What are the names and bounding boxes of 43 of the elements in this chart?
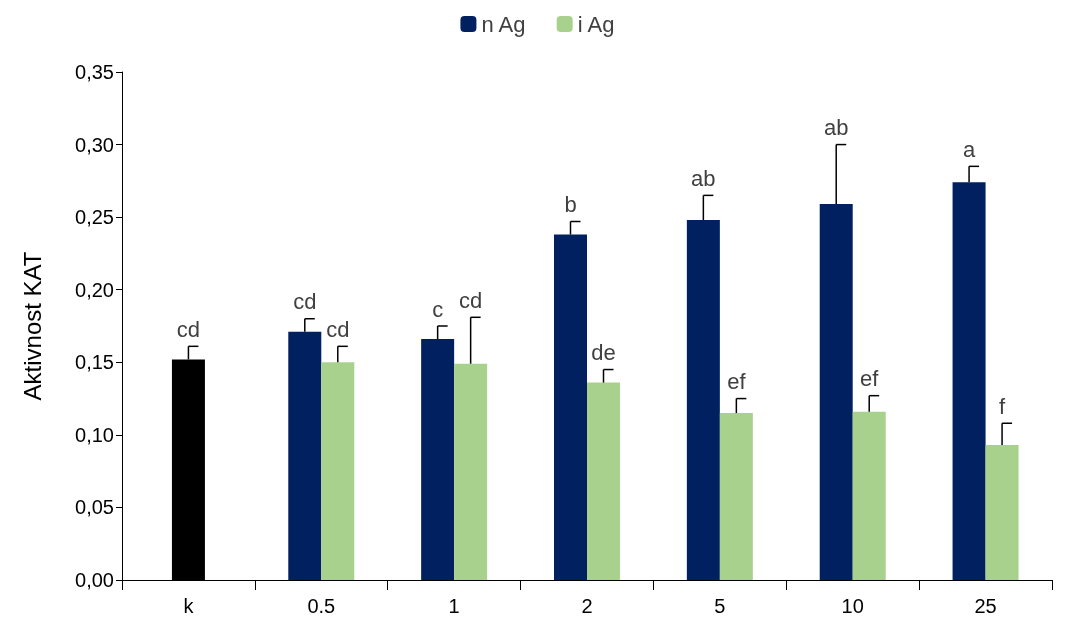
y-tick-label: 0,05 [75,496,114,519]
bar [587,382,620,580]
data-label: de [591,340,616,366]
y-axis-title: Aktivnost KAT [18,251,46,401]
data-label: ef [860,366,880,392]
y-tick-label: 0,10 [75,423,114,446]
data-label: cd [176,316,201,342]
data-label: ab [691,165,716,191]
bar [321,362,355,580]
x-tick-label: 0.5 [307,595,336,617]
data-label: c [432,296,444,322]
bar [719,413,753,580]
data-label: ab [823,115,849,141]
bar [952,182,986,580]
legend-label: n Ag [481,11,526,37]
bar [819,204,853,580]
bar [421,339,455,580]
bar [852,411,886,580]
y-tick-label: 0,00 [75,569,114,591]
data-label: b [564,192,577,217]
bar [454,363,488,580]
data-label: cd [293,289,317,315]
x-tick-label: 5 [714,595,726,617]
y-tick-label: 0,25 [75,206,114,229]
y-tick-label: 0,35 [75,61,114,83]
x-tick-label: 25 [974,595,997,617]
data-label: ef [727,369,747,395]
x-tick-label: 1 [448,595,460,617]
x-tick-label: 10 [841,595,864,617]
x-tick-label: k [183,595,195,617]
data-label: cd [459,287,483,313]
legend-label: i Ag [577,11,615,37]
data-label: cd [326,316,350,342]
y-tick-label: 0,20 [75,278,114,301]
bar [985,445,1019,580]
x-tick-label: 2 [581,595,593,617]
y-tick-label: 0,30 [75,133,114,156]
bar [554,234,587,580]
bar [288,331,322,580]
y-tick-label: 0,15 [75,351,114,374]
data-label: f [999,393,1007,419]
data-label: a [962,136,976,162]
bar [686,220,720,580]
